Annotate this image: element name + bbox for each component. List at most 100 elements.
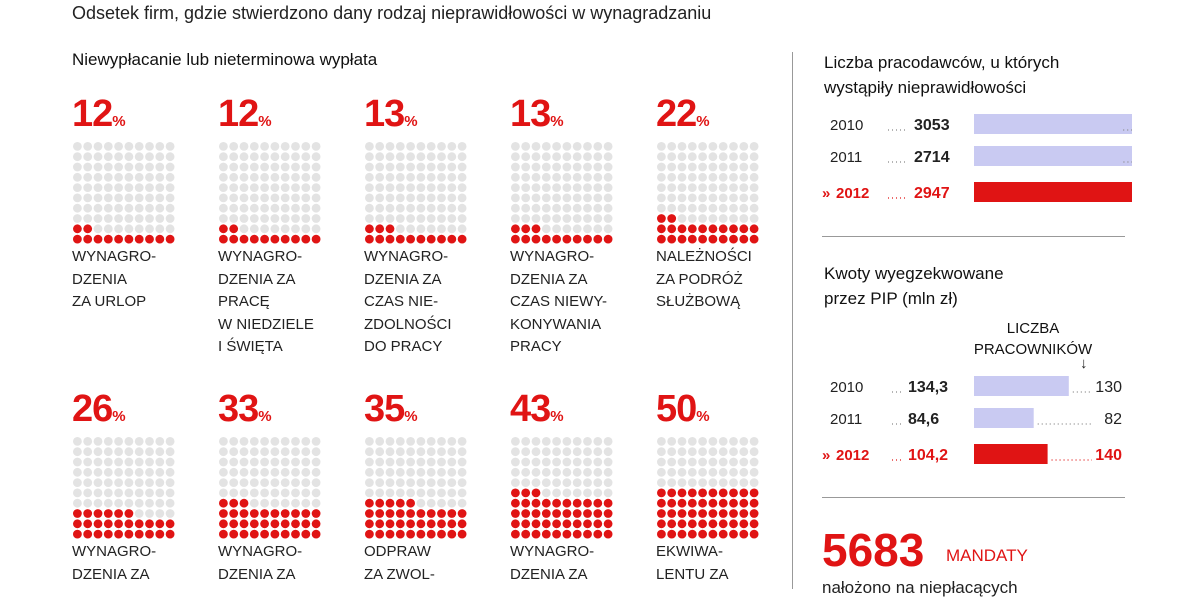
waffle-dot-empty: [437, 488, 446, 498]
waffle-dot-empty: [280, 437, 290, 446]
waffle-dot-empty: [521, 437, 531, 446]
waffle-dot-empty: [416, 488, 426, 498]
chart-subtitle: Odsetek firm, gdzie stwierdzono dany rod…: [72, 3, 712, 23]
waffle-dot-empty: [749, 214, 759, 223]
waffle-dot-empty: [718, 457, 728, 467]
waffle-dot-filled: [708, 498, 718, 508]
waffle-dot-empty: [593, 193, 603, 203]
waffle-dot-empty: [375, 142, 385, 151]
waffle-dot-empty: [426, 437, 436, 446]
waffle-dot-empty: [239, 162, 249, 172]
waffle-dot-empty: [229, 488, 239, 498]
mandates-text: nałożono na niepłacących: [822, 578, 1018, 597]
waffle-dot-filled: [73, 509, 82, 518]
waffle-dot-filled: [667, 498, 677, 508]
waffle-dot-filled: [416, 529, 426, 539]
waffle-dot-empty: [593, 152, 603, 162]
waffle-dot-filled: [229, 498, 239, 508]
waffle-dot-filled: [124, 529, 134, 539]
waffle-dot-filled: [687, 519, 697, 529]
employers-chart-title: Liczba pracodawców, u których wystąpiły …: [824, 53, 1060, 97]
waffle-dot-empty: [749, 193, 759, 203]
waffle-dot-empty: [270, 214, 280, 223]
waffle-dot-filled: [729, 234, 738, 244]
waffle-dot-empty: [603, 478, 613, 487]
waffle-dot-empty: [657, 193, 666, 203]
percentage-value: 12%: [218, 95, 272, 141]
waffle-dot-empty: [406, 214, 415, 223]
worker-count-label: 82: [1104, 411, 1122, 428]
waffle-dot-empty: [457, 437, 467, 446]
waffle-dot-empty: [301, 478, 311, 487]
waffle-dot-filled: [93, 529, 103, 539]
waffle-dot-empty: [562, 224, 572, 234]
waffle-dot-filled: [73, 519, 82, 529]
waffle-dot-empty: [165, 467, 175, 477]
waffle-dot-filled: [457, 529, 467, 539]
waffle-dot-empty: [270, 447, 280, 457]
percentage-value: 22%: [656, 95, 710, 141]
waffle-dot-empty: [708, 457, 718, 467]
waffle-dot-empty: [395, 214, 405, 223]
waffle-dot-filled: [375, 529, 385, 539]
waffle-dot-empty: [219, 214, 228, 223]
waffle-dot-empty: [593, 214, 603, 223]
waffle-dot-empty: [301, 193, 311, 203]
waffle-dot-empty: [562, 437, 572, 446]
value-label: 2714: [914, 149, 950, 166]
waffle-dot-empty: [395, 467, 405, 477]
waffle-dot-empty: [447, 457, 457, 467]
waffle-dot-empty: [73, 488, 82, 498]
waffle-dot-empty: [291, 467, 300, 477]
waffle-dot-empty: [541, 488, 551, 498]
waffle-dot-empty: [718, 152, 728, 162]
waffle-dot-empty: [311, 183, 321, 192]
waffle-dot-empty: [521, 214, 531, 223]
waffle-dot-filled: [708, 529, 718, 539]
waffle-dot-empty: [229, 183, 239, 192]
waffle-dot-empty: [698, 152, 707, 162]
waffle-dot-filled: [521, 509, 531, 518]
percentage-value: 26%: [72, 390, 126, 436]
waffle-dot-empty: [375, 193, 385, 203]
waffle-dot-empty: [93, 162, 103, 172]
waffle-dot-filled: [134, 234, 144, 244]
waffle-dot-empty: [260, 162, 269, 172]
waffle-dot-filled: [718, 488, 728, 498]
waffle-dot-filled: [365, 519, 374, 529]
waffle-dot-empty: [657, 447, 666, 457]
waffle-dot-filled: [103, 509, 113, 518]
waffle-dot-empty: [114, 224, 123, 234]
bar: [974, 408, 1034, 428]
waffle-dot-filled: [593, 529, 603, 539]
waffle-dot-filled: [114, 519, 123, 529]
waffle-dot-empty: [301, 142, 311, 151]
waffle-dot-empty: [260, 183, 269, 192]
waffle-dot-empty: [416, 224, 426, 234]
waffle-dot-empty: [134, 447, 144, 457]
percentage-number: 12: [72, 93, 113, 135]
waffle-dot-empty: [280, 498, 290, 508]
waffle-dot-filled: [708, 488, 718, 498]
waffle-dot-empty: [593, 172, 603, 182]
waffle-dot-filled: [687, 529, 697, 539]
waffle-dot-filled: [385, 529, 395, 539]
waffle-dot-empty: [739, 457, 749, 467]
waffle-dot-empty: [583, 224, 592, 234]
waffle-dot-empty: [93, 172, 103, 182]
waffle-dot-empty: [667, 437, 677, 446]
waffle-dot-empty: [583, 183, 592, 192]
waffle-dot-empty: [457, 152, 467, 162]
waffle-dot-empty: [155, 478, 165, 487]
waffle-dot-filled: [677, 529, 687, 539]
waffle-dot-filled: [718, 224, 728, 234]
waffle-dot-empty: [552, 193, 561, 203]
waffle-dot-filled: [667, 488, 677, 498]
waffle-dot-empty: [406, 488, 415, 498]
waffle-dot-filled: [239, 529, 249, 539]
waffle-dot-filled: [301, 234, 311, 244]
waffle-dot-filled: [165, 519, 175, 529]
waffle-dot-filled: [219, 519, 228, 529]
waffle-dot-empty: [583, 203, 592, 213]
waffle-dot-empty: [280, 478, 290, 487]
